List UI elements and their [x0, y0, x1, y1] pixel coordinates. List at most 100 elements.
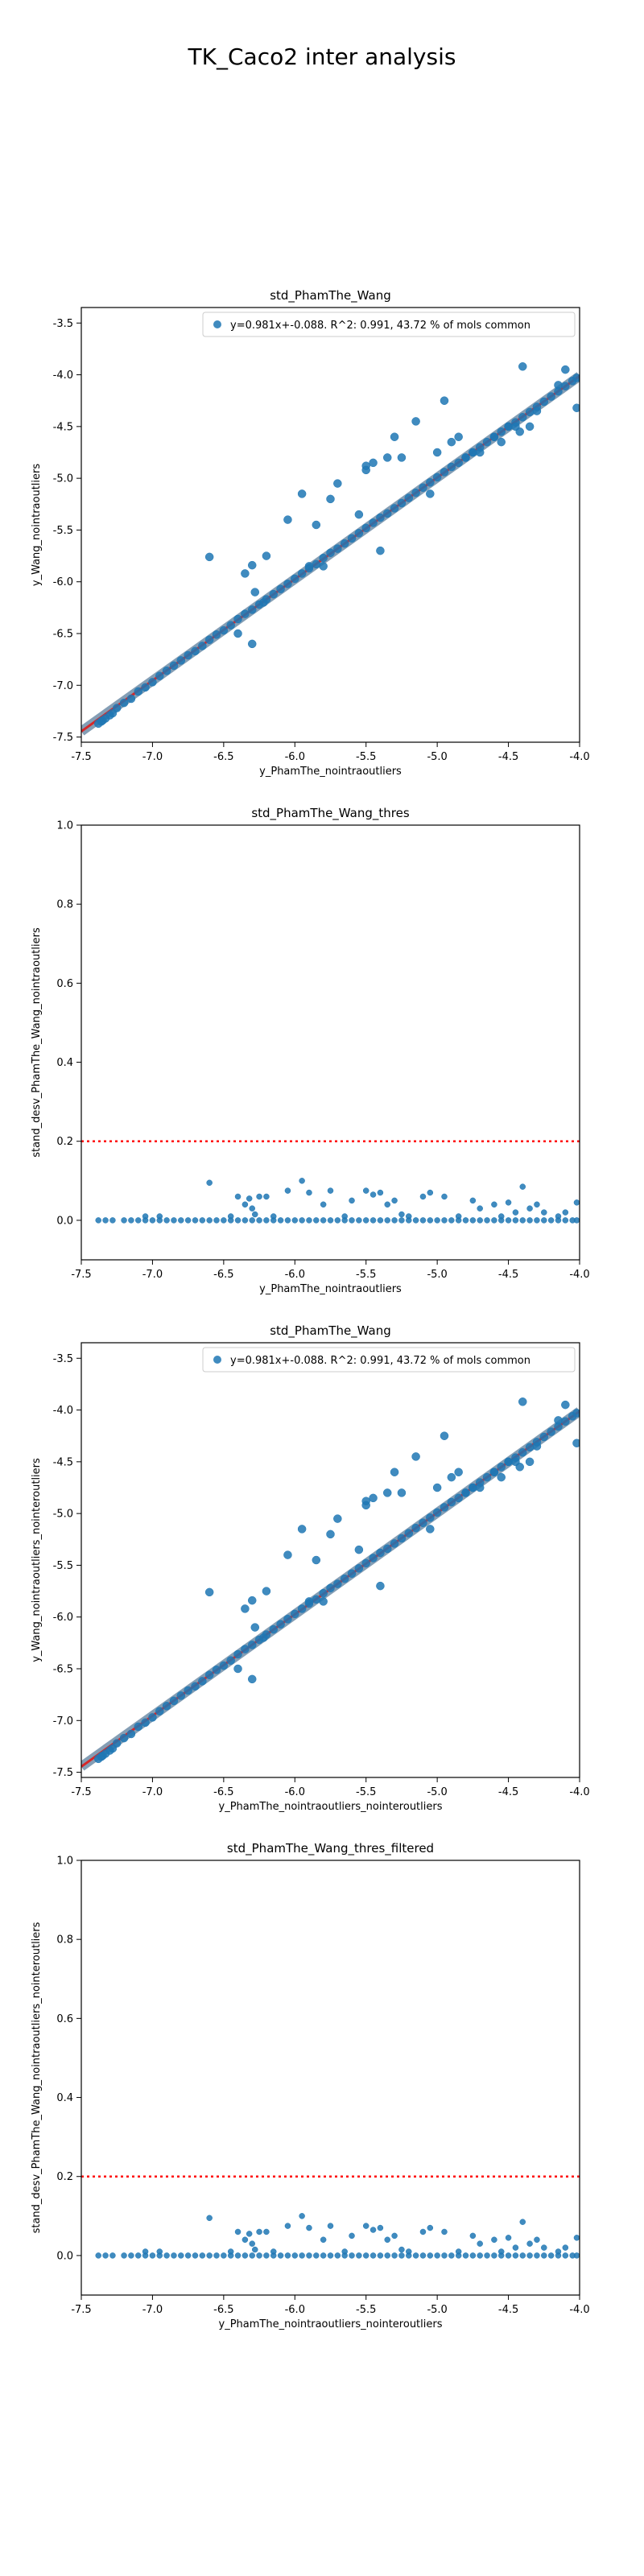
data-point — [212, 630, 221, 639]
data-point — [432, 1483, 442, 1492]
data-point — [534, 2252, 540, 2259]
data-point — [277, 2252, 284, 2259]
y-axis-label: y_Wang_nointraoutliers — [31, 464, 43, 586]
data-point — [491, 1201, 497, 1208]
data-point — [434, 2252, 440, 2259]
x-axis-label: y_PhamThe_nointraoutliers_nointeroutlier… — [219, 2318, 443, 2330]
data-point — [241, 1604, 250, 1613]
data-point — [233, 1649, 242, 1659]
data-point — [397, 453, 407, 462]
data-point — [134, 687, 142, 696]
data-point — [163, 1217, 170, 1224]
data-point — [212, 1666, 221, 1674]
data-point — [199, 1217, 206, 1224]
data-point — [156, 1213, 163, 1220]
data-point — [382, 1544, 392, 1554]
data-point — [427, 2252, 434, 2259]
data-point — [241, 569, 250, 578]
data-point — [299, 1178, 305, 1184]
data-point — [263, 2252, 270, 2259]
plot-area — [81, 1140, 580, 1224]
data-point — [109, 2252, 116, 2259]
data-point — [547, 1427, 555, 1436]
data-point — [191, 1682, 200, 1691]
data-point — [213, 1217, 220, 1224]
data-point — [398, 1217, 405, 1224]
data-point — [469, 1483, 477, 1492]
data-point — [489, 432, 499, 441]
data-point — [440, 1431, 449, 1440]
data-point — [427, 2224, 434, 2231]
data-point — [515, 427, 524, 436]
y-tick-label: -4.0 — [53, 1405, 73, 1417]
data-point — [184, 1686, 192, 1695]
data-point — [319, 553, 328, 563]
data-point — [376, 1581, 385, 1591]
data-point — [262, 1587, 271, 1596]
y-tick-label: -5.5 — [53, 1560, 73, 1572]
data-point — [162, 667, 171, 675]
data-point — [334, 2252, 341, 2259]
data-point — [270, 1213, 277, 1220]
x-tick-label: -6.5 — [213, 2304, 233, 2316]
data-point — [432, 448, 442, 457]
data-point — [206, 1217, 213, 1224]
data-point — [192, 2252, 199, 2259]
data-point — [148, 678, 157, 687]
chart-1: -7.5 -7.0 -6.5 -6.0 -5.5 -5.0 -4.5 -4.0 -7.5 -7.0… — [31, 288, 590, 778]
y-tick-label: -5.5 — [53, 525, 73, 537]
data-point — [477, 1217, 483, 1224]
data-point — [427, 1217, 434, 1224]
data-point — [306, 1217, 312, 1224]
y-tick-label: 1.0 — [56, 1856, 73, 1868]
chart-4: -7.5 -7.0 -6.5 -6.0 -5.5 -5.0 -4.5 -4.0 0.0 0.2 0.… — [31, 1841, 590, 2330]
data-point — [505, 2252, 512, 2259]
data-point — [532, 407, 542, 415]
data-point — [242, 1201, 249, 1208]
legend-marker — [213, 320, 221, 328]
data-point — [95, 2252, 101, 2259]
data-point — [504, 422, 513, 431]
data-point — [441, 1217, 448, 1224]
y-tick-label: 1.0 — [56, 820, 73, 832]
data-point — [573, 1199, 580, 1206]
data-point — [349, 2252, 355, 2259]
data-point — [469, 2252, 477, 2259]
data-point — [419, 483, 427, 492]
data-point — [397, 498, 407, 508]
data-point — [149, 2252, 156, 2259]
data-point — [304, 562, 314, 571]
data-point — [447, 437, 456, 447]
y-axis-label: y_Wang_nointraoutliers_nointeroutliers — [31, 1458, 43, 1662]
data-point — [247, 639, 257, 649]
data-point — [221, 1217, 227, 1224]
data-point — [141, 683, 150, 692]
data-point — [376, 1548, 385, 1558]
data-point — [341, 2248, 348, 2255]
data-point — [313, 2252, 320, 2259]
data-point — [148, 1713, 157, 1722]
data-point — [412, 1217, 419, 1224]
data-point — [283, 1550, 292, 1559]
data-point — [299, 1217, 305, 1224]
data-point — [283, 515, 292, 524]
x-tick-label: -5.5 — [356, 751, 376, 763]
data-point — [297, 569, 307, 578]
y-tick-label: -6.0 — [53, 576, 73, 588]
x-tick-label: -4.0 — [569, 751, 589, 763]
x-tick-label: -6.0 — [285, 1786, 305, 1798]
data-point — [455, 2248, 462, 2255]
data-point — [178, 1217, 184, 1224]
data-point — [234, 1193, 242, 1200]
data-point — [361, 523, 370, 533]
data-point — [312, 1555, 321, 1565]
data-point — [491, 1217, 497, 1224]
data-point — [497, 1472, 506, 1482]
x-tick-label: -7.0 — [142, 751, 163, 763]
data-point — [404, 493, 414, 502]
data-point — [326, 548, 335, 557]
data-point — [554, 1416, 563, 1425]
data-point — [333, 479, 342, 488]
data-point — [376, 546, 385, 555]
